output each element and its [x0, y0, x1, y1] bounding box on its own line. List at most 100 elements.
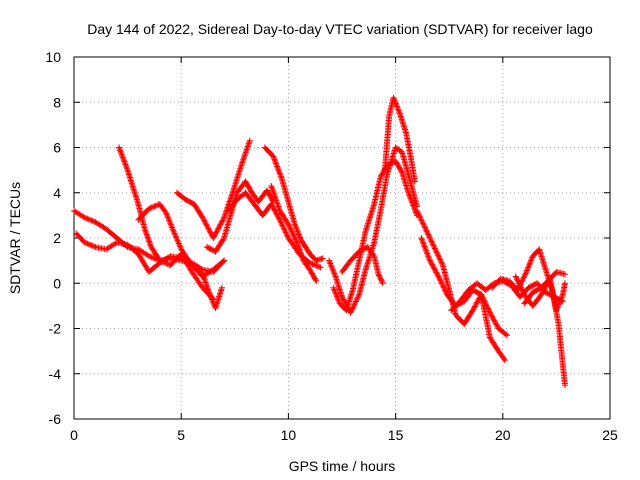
data-marker	[310, 261, 317, 268]
data-marker	[213, 229, 220, 236]
data-markers	[71, 94, 568, 389]
data-marker	[376, 272, 383, 279]
data-marker	[426, 256, 433, 263]
data-marker	[280, 225, 287, 232]
data-marker	[273, 210, 280, 217]
data-marker	[420, 240, 427, 247]
data-marker	[521, 273, 528, 280]
data-marker	[219, 258, 226, 265]
data-marker	[393, 103, 400, 110]
data-marker	[87, 216, 94, 223]
y-tick-label: 8	[53, 94, 61, 110]
data-marker	[442, 287, 449, 294]
data-marker	[332, 290, 339, 297]
data-marker	[238, 161, 245, 168]
data-marker	[221, 214, 228, 221]
data-marker	[522, 271, 529, 278]
data-marker	[394, 104, 401, 111]
data-marker	[119, 154, 126, 161]
data-marker	[526, 260, 533, 267]
data-marker	[91, 243, 98, 250]
data-marker	[84, 215, 91, 222]
data-marker	[430, 264, 437, 271]
data-marker	[265, 190, 272, 197]
data-marker	[217, 221, 224, 228]
y-tick-label: 0	[53, 275, 61, 291]
data-marker	[165, 215, 172, 222]
data-marker	[415, 210, 422, 217]
data-marker	[376, 273, 383, 280]
data-marker	[434, 270, 441, 277]
data-marker	[243, 147, 250, 154]
data-marker	[379, 280, 386, 287]
data-marker	[331, 270, 338, 277]
data-marker	[396, 109, 403, 116]
data-marker	[330, 269, 337, 276]
data-marker	[275, 167, 282, 174]
data-marker	[268, 182, 275, 189]
y-tick-label: 2	[53, 230, 61, 246]
data-marker	[246, 137, 253, 144]
data-marker	[176, 243, 183, 250]
y-tick-label: -6	[49, 411, 62, 427]
data-marker	[156, 257, 163, 264]
data-marker	[167, 221, 174, 228]
data-marker	[171, 230, 178, 237]
series-sat-q	[489, 246, 568, 389]
data-marker	[88, 217, 95, 224]
data-marker	[148, 254, 155, 261]
data-marker	[168, 223, 175, 230]
data-marker	[326, 259, 333, 266]
data-marker	[164, 214, 171, 221]
data-marker	[204, 224, 211, 231]
data-marker	[210, 235, 217, 241]
series-sat-d	[135, 201, 228, 280]
data-marker	[519, 288, 526, 295]
data-marker	[426, 257, 433, 264]
data-marker	[327, 261, 334, 268]
data-marker	[431, 265, 438, 272]
y-tick-label: 4	[53, 185, 61, 201]
data-marker	[559, 293, 566, 300]
data-marker	[440, 284, 447, 291]
data-marker	[517, 283, 524, 290]
data-marker	[282, 228, 289, 235]
data-marker	[429, 262, 436, 269]
data-marker	[274, 200, 281, 207]
data-marker	[525, 263, 532, 270]
data-marker	[81, 239, 88, 246]
data-marker	[271, 193, 278, 200]
data-marker	[238, 162, 245, 169]
data-marker	[416, 212, 423, 219]
data-marker	[417, 216, 424, 223]
data-marker	[396, 164, 403, 171]
data-marker	[311, 274, 318, 281]
x-tick-label: 25	[602, 427, 618, 443]
data-marker	[433, 269, 440, 276]
data-marker	[241, 153, 248, 160]
data-marker	[270, 205, 277, 212]
data-marker	[348, 306, 355, 313]
data-marker	[424, 230, 431, 237]
data-marker	[122, 162, 129, 169]
data-marker	[218, 220, 225, 227]
data-marker	[561, 280, 568, 287]
data-marker	[435, 273, 442, 280]
data-marker	[275, 166, 282, 173]
data-marker	[437, 277, 444, 284]
data-marker	[151, 203, 158, 210]
data-marker	[118, 150, 125, 157]
data-marker	[85, 241, 92, 248]
y-tick-label: 6	[53, 140, 61, 156]
data-marker	[294, 228, 301, 235]
data-marker	[273, 211, 280, 218]
data-marker	[419, 239, 426, 246]
data-marker	[422, 225, 429, 232]
data-marker	[307, 267, 314, 274]
data-marker	[523, 268, 530, 275]
data-marker	[331, 272, 338, 279]
data-marker	[395, 107, 402, 114]
data-marker	[212, 230, 219, 237]
data-marker	[198, 213, 205, 220]
data-marker	[276, 216, 283, 223]
